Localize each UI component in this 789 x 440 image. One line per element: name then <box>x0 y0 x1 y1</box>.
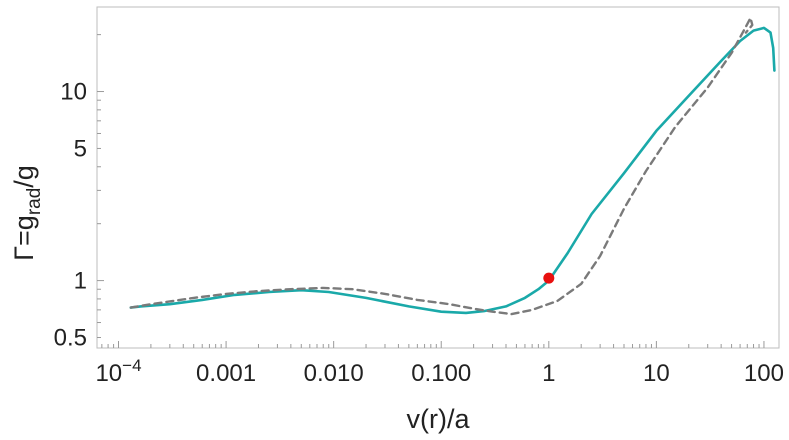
y-axis-label-sub: rad <box>24 188 45 215</box>
solid-series-line <box>129 26 776 315</box>
dashed-series-line <box>129 16 754 316</box>
y-tick-label: 10 <box>60 79 87 106</box>
y-ticks: 0.5 1 5 10 <box>54 34 104 352</box>
x-tick-label: 10−4 <box>95 356 141 387</box>
x-tick-label: 0.001 <box>196 360 256 387</box>
plot-frame <box>96 6 780 349</box>
x-axis-label: v(r)/a <box>407 404 471 434</box>
y-axis-label-tail: /g <box>9 165 39 188</box>
x-tick-label: 1 <box>542 360 555 387</box>
x-tick-label: 100 <box>744 360 784 387</box>
marker-layer <box>543 272 555 284</box>
y-tick-label: 5 <box>74 135 87 162</box>
y-tick-label: 0.5 <box>54 325 87 352</box>
series-layer <box>129 16 776 316</box>
y-axis-label: Γ=grad/g <box>9 165 45 261</box>
x-tick-label: 0.100 <box>411 360 471 387</box>
highlight-point <box>543 272 555 284</box>
y-axis-label-main: Γ=g <box>9 215 39 261</box>
x-ticks: 10−4 0.001 0.010 0.100 1 10 100 <box>95 341 784 387</box>
y-tick-label: 1 <box>74 268 87 295</box>
x-tick-label: 0.010 <box>304 360 364 387</box>
x-tick-label: 10 <box>643 360 670 387</box>
